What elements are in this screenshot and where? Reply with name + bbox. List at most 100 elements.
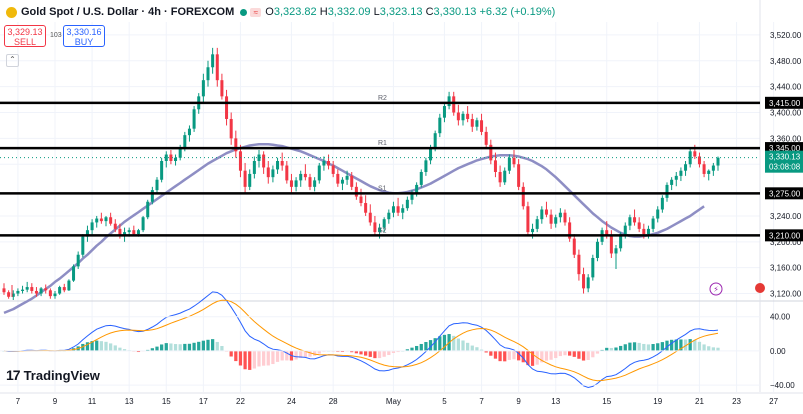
time-tick-label: 13	[551, 397, 560, 406]
macd-histogram-bar	[656, 343, 660, 351]
macd-histogram-bar	[637, 342, 641, 351]
time-tick-label: 7	[16, 397, 21, 406]
macd-histogram-bar	[466, 342, 470, 351]
buy-button[interactable]: 3,330.16 BUY	[63, 25, 105, 47]
time-axis[interactable]: 7911131517222428May57913151921232729	[0, 392, 803, 406]
candle	[470, 113, 474, 132]
candle-body	[364, 203, 368, 213]
macd-histogram-bar	[155, 346, 159, 351]
macd-signal-line	[3, 299, 719, 382]
candle	[99, 212, 103, 224]
macd-histogram-bar	[183, 343, 187, 351]
macd-histogram-bar	[572, 350, 576, 357]
macd-histogram-bar	[294, 350, 298, 360]
candle	[215, 47, 219, 87]
symbol-title[interactable]: Gold Spot / U.S. Dollar · 4h · FOREXCOM	[21, 6, 235, 18]
candle	[234, 130, 238, 158]
replay-icon[interactable]: ≈	[250, 7, 262, 17]
macd-histogram-bar	[122, 349, 127, 351]
price-axis[interactable]: 3,520.00 3,480.00 3,440.00 3,400.00 3,360.00…	[765, 31, 803, 299]
macd-histogram-bar	[688, 339, 692, 351]
macd-histogram-bar	[95, 340, 99, 351]
candle-body	[633, 217, 637, 223]
candle	[266, 161, 270, 184]
sell-price: 3,329.13	[7, 27, 43, 37]
candle-body	[123, 232, 127, 236]
macd-pane: 40.00 0.00 −40.00	[0, 291, 795, 390]
candle	[493, 152, 497, 178]
candle	[368, 204, 372, 226]
candle-body	[433, 133, 437, 149]
candle-body	[21, 289, 25, 291]
candle-body	[419, 171, 423, 185]
candle-body	[396, 206, 400, 213]
candle	[679, 167, 683, 182]
collapse-chevron-icon[interactable]: ⌃	[6, 54, 19, 67]
candle	[62, 283, 66, 293]
candle-body	[438, 117, 442, 134]
level-price-tag	[765, 229, 803, 242]
lightning-icon	[709, 282, 723, 296]
candle-body	[331, 165, 335, 174]
candle	[313, 177, 317, 192]
candle-body	[688, 151, 692, 165]
candle	[113, 219, 117, 233]
candle	[466, 106, 470, 123]
macd-histogram-bar	[605, 347, 609, 351]
candle-body	[405, 199, 409, 209]
macd-histogram-bar	[350, 350, 354, 353]
moving-average-line	[3, 142, 705, 315]
candle	[651, 215, 655, 233]
candle-body	[716, 157, 720, 166]
macd-histogram-bar	[568, 350, 572, 356]
candle	[340, 177, 344, 191]
level-name-s2: S2	[378, 227, 387, 234]
macd-histogram-bar	[285, 350, 289, 361]
macd-histogram-bar	[382, 350, 386, 357]
time-tick-label: 11	[88, 397, 97, 406]
candle-body	[507, 157, 511, 171]
candle	[572, 234, 576, 258]
candle-body	[456, 112, 460, 121]
candle	[16, 288, 20, 297]
macd-histogram-bar	[313, 350, 317, 356]
macd-histogram-bar	[266, 350, 270, 366]
candle-body	[350, 175, 354, 187]
candle	[438, 113, 442, 138]
candle-body	[345, 175, 349, 180]
candle-body	[248, 173, 252, 187]
candle	[243, 162, 247, 194]
macd-histogram-bar	[280, 350, 284, 361]
macd-histogram-bar	[442, 334, 447, 351]
candle-body	[30, 287, 34, 291]
candle-body	[58, 287, 62, 294]
candle-body	[62, 287, 66, 291]
candle	[521, 182, 525, 210]
level-name-r2: R2	[378, 95, 387, 102]
candle	[507, 154, 511, 174]
macd-histogram-bar	[368, 350, 372, 357]
candle-body	[484, 131, 488, 145]
candle-body	[563, 212, 567, 223]
candle	[58, 285, 62, 295]
candle-body	[164, 154, 168, 161]
level-name-r1: R1	[378, 140, 387, 147]
candle	[670, 177, 674, 191]
macd-histogram-bar	[187, 343, 192, 351]
candle	[85, 225, 89, 242]
candle-body	[85, 230, 89, 237]
candle	[44, 284, 48, 294]
candle	[475, 117, 479, 131]
candle	[364, 195, 368, 216]
candle	[354, 182, 358, 200]
candle	[558, 208, 562, 223]
sell-button[interactable]: 3,329.13 SELL	[4, 25, 46, 47]
candle	[716, 156, 720, 171]
macd-tick-label: 0.00	[770, 347, 786, 356]
candle-body	[81, 236, 85, 255]
macd-histogram-bar	[438, 336, 442, 351]
candle-body	[475, 120, 479, 127]
candle-body	[178, 148, 182, 158]
candle	[480, 113, 484, 136]
